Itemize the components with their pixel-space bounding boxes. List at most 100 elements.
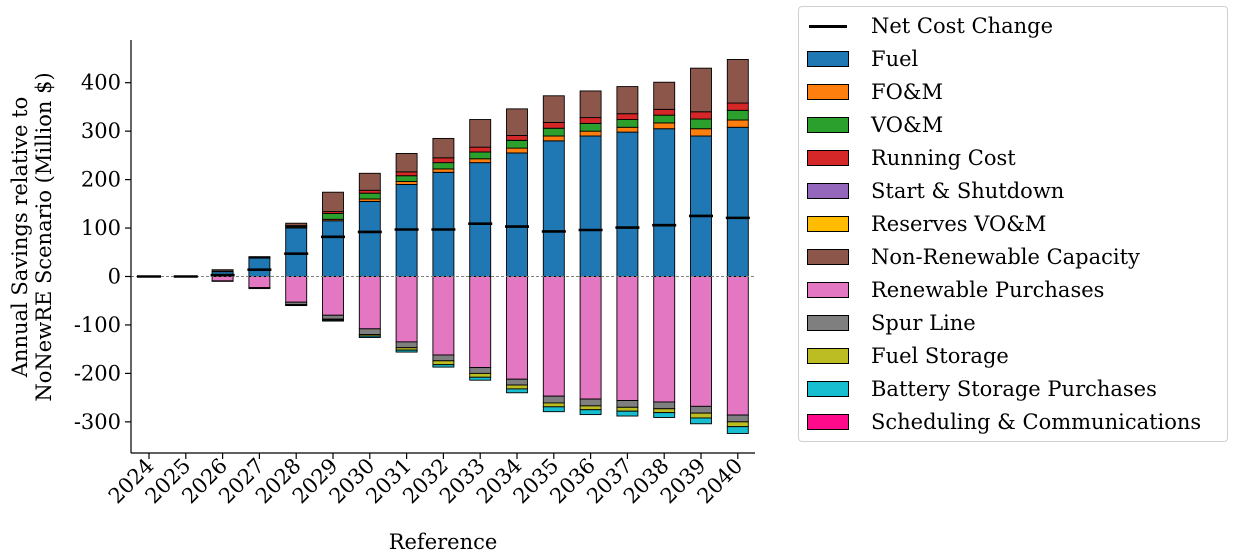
legend-swatch: [807, 282, 849, 298]
legend-item: Battery Storage Purchases: [807, 374, 1157, 404]
bar-fuel-storage-2038: [653, 408, 676, 414]
bar-vo-m-2033: [469, 151, 492, 160]
x-ticks: 2024202520262027202820292030203120322033…: [104, 453, 747, 508]
bar-renewable-purchases-2029: [322, 276, 344, 316]
legend: Net Cost Change Fuel FO&M VO&M Running Cost S…: [798, 6, 1228, 442]
x-axis-label: Reference: [389, 530, 498, 554]
bar-renewable-purchases-2028: [285, 276, 308, 303]
bar-fuel-storage-2039: [690, 412, 712, 419]
bar-non-renewable-capacity-2033: [469, 119, 492, 148]
bar-running-cost-2037: [616, 113, 639, 120]
legend-item: Fuel: [807, 44, 918, 74]
legend-item: VO&M: [807, 110, 943, 140]
legend-label: FO&M: [871, 80, 943, 104]
legend-label: Reserves VO&M: [871, 212, 1047, 236]
bar-battery-storage-purchases-2034: [506, 388, 528, 394]
bar-fuel-2032: [432, 171, 455, 277]
bar-fo-m-2038: [653, 122, 676, 130]
legend-swatch: [807, 414, 849, 430]
bar-spur-line-2034: [506, 378, 528, 386]
legend-label: Fuel Storage: [871, 344, 1009, 368]
bar-renewable-purchases-2026: [211, 276, 234, 282]
bar-non-renewable-capacity-2034: [506, 108, 528, 136]
legend-item: Running Cost: [807, 143, 1016, 173]
bar-spur-line-2037: [616, 400, 639, 408]
y-tick-label: 200: [81, 168, 121, 192]
bar-fuel-2029: [322, 220, 344, 277]
bar-non-renewable-capacity-2036: [579, 90, 602, 119]
bar-fuel-2030: [358, 200, 381, 277]
bar-battery-storage-purchases-2030: [358, 335, 381, 338]
legend-line-swatch: [809, 24, 847, 28]
bar-vo-m-2037: [616, 119, 639, 128]
bar-battery-storage-purchases-2037: [616, 410, 639, 417]
bar-fuel-2034: [506, 152, 528, 277]
bar-renewable-purchases-2033: [469, 276, 492, 369]
bar-spur-line-2036: [579, 398, 602, 407]
bar-fuel-storage-2033: [469, 372, 492, 378]
bar-fo-m-2033: [469, 158, 492, 164]
bar-vo-m-2032: [432, 162, 455, 170]
legend-label: Scheduling & Communications: [871, 410, 1202, 434]
bar-renewable-purchases-2040: [726, 276, 749, 416]
bar-spur-line-2035: [542, 395, 565, 404]
bar-fuel-2027: [248, 257, 271, 277]
bar-spur-line-2033: [469, 367, 492, 374]
legend-label: Net Cost Change: [871, 14, 1054, 38]
y-tick-label: 300: [81, 119, 121, 143]
bar-battery-storage-purchases-2040: [726, 426, 749, 434]
bar-renewable-purchases-2039: [690, 276, 712, 407]
bar-vo-m-2038: [653, 114, 676, 124]
bar-vo-m-2030: [358, 192, 381, 200]
bar-non-renewable-capacity-2028: [285, 222, 308, 227]
bar-renewable-purchases-2034: [506, 276, 528, 380]
legend-item: Scheduling & Communications: [807, 407, 1201, 437]
bar-vo-m-2034: [506, 139, 528, 149]
bar-running-cost-2036: [579, 117, 602, 124]
bar-fo-m-2032: [432, 168, 455, 173]
bar-battery-storage-purchases-2036: [579, 409, 602, 416]
legend-swatch: [807, 51, 849, 67]
bar-vo-m-2029: [322, 213, 344, 220]
y-axis-label-line: Annual Savings relative to: [8, 97, 32, 378]
legend-swatch: [807, 348, 849, 364]
bar-fuel-storage-2032: [432, 360, 455, 366]
y-axis-label-line: NoNewRE Scenario (Million $): [32, 72, 56, 401]
y-tick-label: -200: [74, 361, 121, 385]
y-tick-label: 400: [81, 71, 121, 95]
bar-spur-line-2027: [248, 287, 271, 290]
legend-item: Non-Renewable Capacity: [807, 242, 1140, 272]
bar-running-cost-2034: [506, 135, 528, 141]
bar-renewable-purchases-2027: [248, 276, 271, 289]
bar-spur-line-2039: [690, 405, 712, 414]
bar-fo-m-2036: [579, 130, 602, 137]
bar-fuel-storage-2034: [506, 384, 528, 390]
bar-battery-storage-purchases-2031: [395, 349, 418, 353]
legend-label: Spur Line: [871, 311, 976, 335]
legend-label: Battery Storage Purchases: [871, 377, 1157, 401]
legend-swatch: [807, 150, 849, 166]
bar-spur-line-2040: [726, 414, 749, 423]
bar-non-renewable-capacity-2030: [358, 172, 381, 191]
bar-renewable-purchases-2038: [653, 276, 676, 403]
bar-fuel-storage-2037: [616, 406, 639, 412]
bar-battery-storage-purchases-2035: [542, 406, 565, 413]
bar-running-cost-2033: [469, 146, 492, 153]
bar-fuel-storage-2036: [579, 405, 602, 411]
legend-label: Renewable Purchases: [871, 278, 1105, 302]
bar-battery-storage-purchases-2033: [469, 376, 492, 381]
bar-battery-storage-purchases-2029: [322, 319, 344, 322]
y-ticks: -300 -200 -100 0 100 200 300 400: [74, 71, 131, 434]
legend-item: Start & Shutdown: [807, 176, 1064, 206]
bar-non-renewable-capacity-2027: [248, 256, 271, 259]
bar-non-renewable-capacity-2037: [616, 86, 639, 115]
bar-running-cost-2035: [542, 121, 565, 129]
legend-item: Spur Line: [807, 308, 976, 338]
bar-non-renewable-capacity-2026: [211, 269, 234, 272]
y-tick-label: 0: [108, 265, 121, 289]
legend-item: Fuel Storage: [807, 341, 1009, 371]
bar-battery-storage-purchases-2028: [285, 304, 308, 307]
bar-renewable-purchases-2032: [432, 276, 455, 356]
bar-renewable-purchases-2031: [395, 276, 418, 343]
legend-label: Fuel: [871, 47, 919, 71]
